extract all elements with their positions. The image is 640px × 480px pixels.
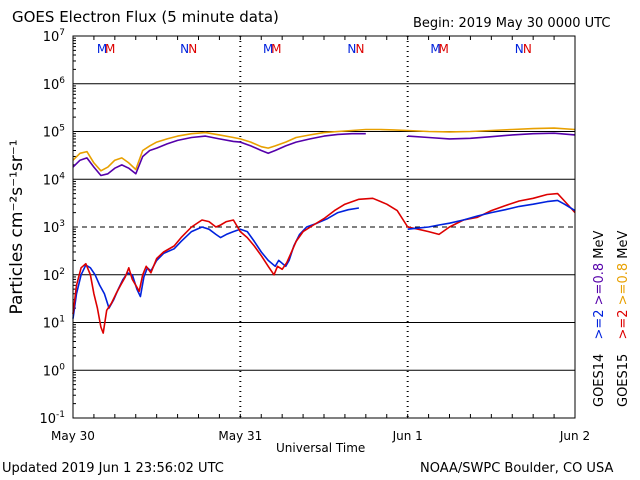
legend-entry: MeV bbox=[616, 231, 631, 263]
grid-layer bbox=[73, 36, 575, 418]
y-tick-exponent: 1 bbox=[59, 315, 65, 325]
y-tick-label: 107 bbox=[43, 28, 65, 45]
y-tick-label: 10-1 bbox=[39, 410, 65, 427]
plot-frame bbox=[72, 35, 576, 419]
y-tick-label: 100 bbox=[43, 362, 66, 379]
legend-entry: >=2 bbox=[592, 309, 607, 343]
legend-entry: >=2 bbox=[616, 309, 631, 343]
x-tick-label: May 31 bbox=[218, 429, 262, 443]
chart-title: GOES Electron Flux (5 minute data) bbox=[12, 8, 279, 26]
legend-entry: GOES15 bbox=[616, 354, 631, 407]
x-axis-label: Universal Time bbox=[276, 441, 366, 455]
mn-marker: N bbox=[356, 42, 365, 56]
x-tick-label: May 30 bbox=[51, 429, 95, 443]
y-tick-exponent: 3 bbox=[59, 219, 65, 229]
y-tick-label: 106 bbox=[43, 76, 66, 93]
y-tick-label: 101 bbox=[43, 315, 65, 332]
legend-entry: MeV bbox=[592, 231, 607, 263]
series-line bbox=[407, 132, 576, 140]
legend-entry: GOES14 bbox=[592, 354, 607, 407]
legend-entry: >=0.8 bbox=[592, 263, 607, 310]
y-tick-exponent: -1 bbox=[56, 410, 65, 420]
y-tick-exponent: 4 bbox=[59, 171, 65, 181]
mn-marker: M bbox=[263, 42, 273, 56]
x-tick-label: Jun 1 bbox=[392, 429, 423, 443]
legend-column: GOES15 >=2 >=0.8 MeV bbox=[616, 231, 631, 407]
x-tick-labels: May 30 May 31 Jun 1 Jun 2 bbox=[51, 429, 590, 443]
y-tick-exponent: 0 bbox=[59, 362, 65, 372]
marker-labels: MM N N MM N N MM N N bbox=[97, 42, 532, 56]
mn-marker: N bbox=[515, 42, 524, 56]
x-tick-label: Jun 2 bbox=[559, 429, 590, 443]
y-tick-label: 102 bbox=[43, 267, 65, 284]
y-tick-exponent: 6 bbox=[59, 76, 65, 86]
y-tick-exponent: 2 bbox=[59, 267, 65, 277]
y-tick-label: 104 bbox=[43, 171, 66, 188]
y-tick-exponent: 5 bbox=[59, 124, 65, 134]
updated-timestamp: Updated 2019 Jun 1 23:56:02 UTC bbox=[2, 461, 224, 476]
mn-marker: M bbox=[439, 42, 449, 56]
y-tick-label: 103 bbox=[43, 219, 65, 236]
y-axis-label: Particles cm⁻²s⁻¹sr⁻¹ bbox=[7, 139, 27, 314]
series-line bbox=[72, 127, 576, 172]
mn-marker: N bbox=[188, 42, 197, 56]
series-line bbox=[72, 192, 576, 334]
mn-marker: N bbox=[180, 42, 189, 56]
mn-marker: M bbox=[430, 42, 440, 56]
series-layer bbox=[72, 127, 576, 334]
legend-entry: >=0.8 bbox=[616, 263, 631, 310]
series-line bbox=[72, 207, 360, 319]
mn-marker: N bbox=[347, 42, 356, 56]
mn-marker: M bbox=[97, 42, 107, 56]
series-line bbox=[407, 199, 576, 230]
y-tick-exponent: 7 bbox=[59, 28, 65, 38]
mn-marker: N bbox=[523, 42, 532, 56]
legend-column: GOES14 >=2 >=0.8 MeV bbox=[592, 231, 607, 407]
mn-marker: M bbox=[271, 42, 281, 56]
mn-marker: M bbox=[105, 42, 115, 56]
y-tick-label: 105 bbox=[43, 124, 65, 141]
series-line bbox=[72, 132, 366, 177]
source-credit: NOAA/SWPC Boulder, CO USA bbox=[420, 461, 614, 476]
begin-time: Begin: 2019 May 30 0000 UTC bbox=[413, 16, 611, 31]
